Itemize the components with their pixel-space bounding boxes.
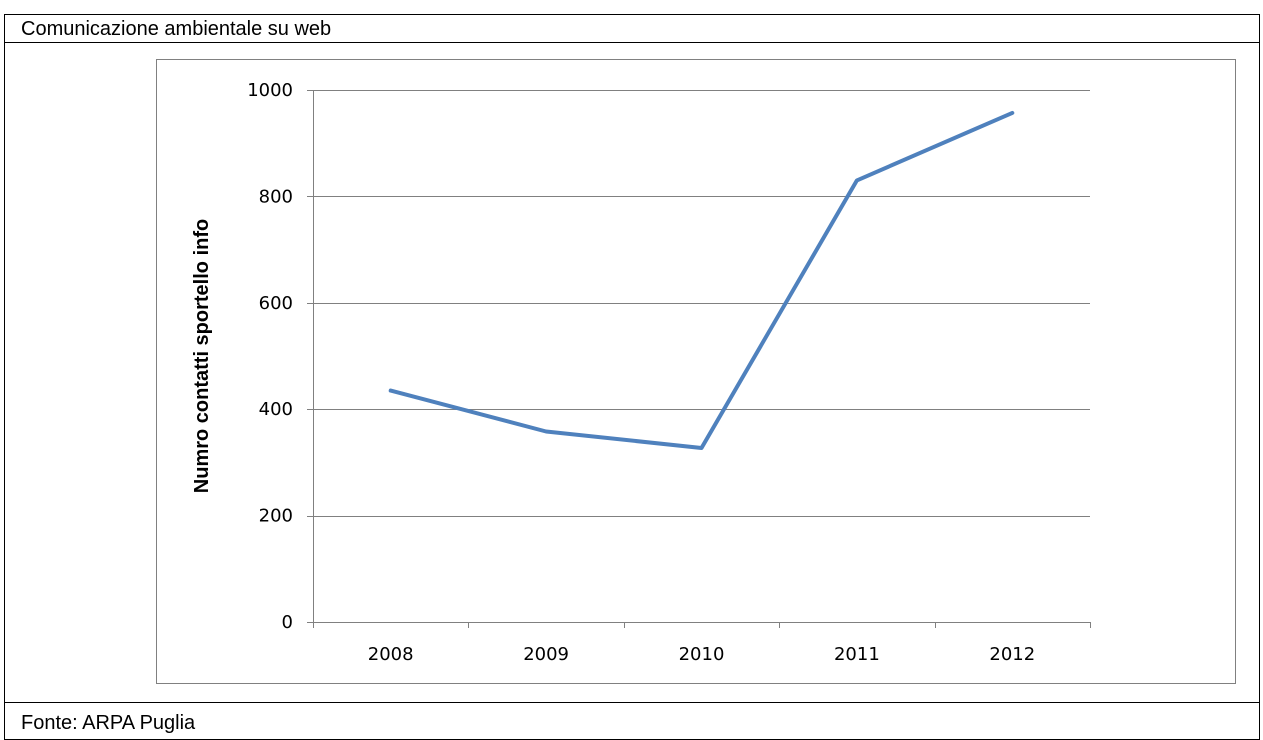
chart-border [156, 59, 1236, 684]
y-tick-label: 1000 [247, 80, 293, 101]
x-tick-label: 2009 [523, 644, 569, 665]
x-tick-labels: 2008 2009 2010 2011 2012 [368, 644, 1035, 665]
x-tick-label: 2010 [679, 644, 725, 665]
source-row: Fonte: ARPA Puglia [5, 703, 1259, 739]
gridlines [313, 90, 1090, 517]
x-tick-label: 2012 [989, 644, 1035, 665]
x-tick-label: 2008 [368, 644, 414, 665]
axes [307, 90, 1091, 628]
y-tick-label: 400 [259, 399, 293, 420]
chart-row: 0 200 400 600 800 1000 2008 2009 2010 2011 2012 N… [5, 43, 1259, 703]
source-note: Fonte: ARPA Puglia [21, 712, 196, 734]
line-chart: 0 200 400 600 800 1000 2008 2009 2010 2011 2012 N… [156, 59, 1236, 684]
y-tick-labels: 0 200 400 600 800 1000 [247, 80, 293, 633]
y-tick-label: 800 [259, 186, 293, 207]
y-tick-label: 0 [282, 612, 293, 633]
y-tick-label: 600 [259, 293, 293, 314]
y-axis-title: Numro contatti sportello info [191, 219, 213, 493]
y-tick-label: 200 [259, 506, 293, 527]
series [388, 110, 1015, 450]
title-row: Comunicazione ambientale su web [5, 15, 1259, 43]
table-frame: Comunicazione ambientale su web 0 200 400 6… [4, 14, 1260, 740]
page-title: Comunicazione ambientale su web [21, 18, 332, 40]
x-tick-label: 2011 [834, 644, 880, 665]
